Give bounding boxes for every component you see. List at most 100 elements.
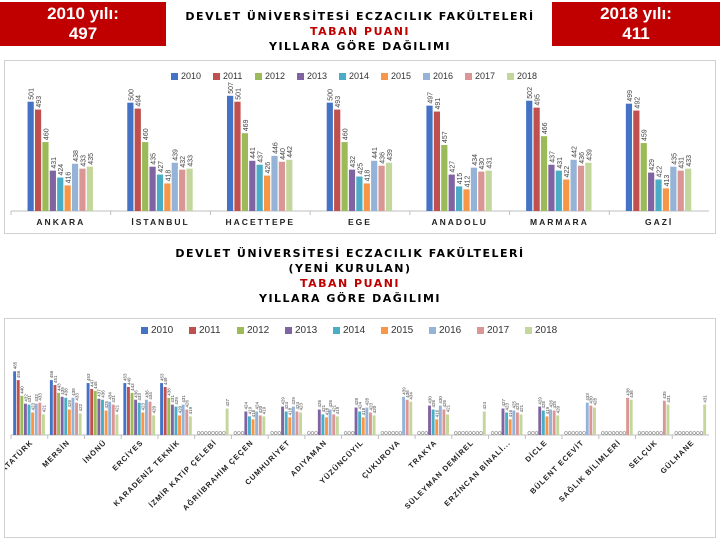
bar-AĞRIİBRAHİM ÇEÇEN-2018	[262, 416, 266, 435]
bar-AĞRIİBRAHİM ÇEÇEN-2017	[258, 415, 262, 435]
data-label: 493	[335, 96, 342, 108]
data-label: 495	[535, 94, 542, 106]
category-label: ANKARA	[36, 217, 85, 227]
data-label: 449	[163, 377, 168, 385]
data-label: 416	[251, 409, 256, 417]
bar-GAZİ-2017	[677, 170, 684, 211]
data-label: 423	[298, 402, 303, 410]
badge-score-value: 411	[622, 24, 650, 43]
bar-EGE-2018	[385, 162, 393, 211]
bar-İZMİR KATİP ÇELEBİ-2018	[225, 408, 229, 435]
data-label: 436	[380, 152, 387, 164]
data-label: 424	[244, 401, 249, 409]
bar-İNÖNÜ-2018	[115, 414, 119, 435]
bar-AĞRIİBRAHİM ÇEÇEN-2014	[247, 416, 251, 435]
data-label: 422	[564, 166, 571, 178]
data-label: 436	[405, 390, 410, 398]
zero-marker-CUMHURİYET-2010	[270, 431, 274, 435]
category-label: DİCLE	[523, 438, 549, 464]
data-label: 465	[12, 361, 17, 369]
bar-ATATÜRK-2018	[41, 414, 45, 435]
chart2-panel: 2010 2011 2012 2013 2014 2015 2016 2017 2018 465 4…	[0, 318, 716, 538]
data-label: 425	[552, 400, 557, 408]
chart2-title3: YILLARA GÖRE DAĞILIMI	[258, 292, 441, 305]
data-label: 426	[442, 400, 447, 408]
data-label: 501	[235, 88, 242, 100]
legend-swatch-2016	[423, 73, 430, 80]
category-label: İNÖNÜ	[81, 438, 108, 465]
legend-swatch-2013	[297, 73, 304, 80]
zero-marker-SÜLEYMAN DEMİREL-2014	[468, 431, 472, 435]
zero-marker-SELÇUK-2011	[641, 431, 645, 435]
data-label: 460	[143, 128, 150, 140]
data-label: 434	[472, 154, 479, 166]
data-label: 415	[457, 173, 464, 185]
bar-ÇUKUROVA-2016	[402, 396, 406, 435]
bar-YÜZÜNCÜYIL-2014	[358, 411, 362, 435]
bar-ADIYAMAN-2013	[317, 409, 321, 435]
legend-label-2015: 2015	[391, 325, 414, 336]
data-label: 434	[148, 392, 153, 400]
data-label: 426	[328, 400, 333, 408]
chart2-svg: 2010 2011 2012 2013 2014 2015 2016 2017 20184654…	[0, 325, 709, 512]
data-label: 431	[666, 395, 671, 403]
bar-GAZİ-2011	[633, 110, 640, 211]
zero-marker-SÜLEYMAN DEMİREL-2011	[457, 431, 462, 435]
chart1-subtitle: TABAN PUANI	[309, 25, 411, 38]
bar-TRAKYA-2014	[431, 409, 435, 435]
bar-CUMHURİYET-2016	[291, 406, 295, 435]
zero-marker-SAĞLIK BİLİMLERİ-2010	[601, 431, 605, 435]
legend-label-2017: 2017	[487, 325, 510, 336]
legend-label-2014: 2014	[349, 71, 369, 81]
bar-MERSİN-2011	[53, 385, 57, 435]
data-label: 434	[409, 392, 414, 400]
bar-ERZİNCAN BİNALİ...-2016	[512, 410, 516, 435]
zero-marker-AĞRIİBRAHİM ÇEÇEN-2011	[237, 431, 241, 435]
data-label: 416	[66, 172, 73, 184]
zero-marker-SÜLEYMAN DEMİREL-2017	[479, 431, 483, 435]
data-label: 422	[78, 403, 83, 411]
zero-marker-ADIYAMAN-2012	[314, 431, 318, 435]
bar-EGE-2013	[348, 169, 356, 211]
chart2-subtitle: TABAN PUANI	[299, 277, 401, 290]
zero-marker-DİCLE-2010	[527, 431, 531, 435]
bar-HACETTEPE-2017	[278, 161, 285, 211]
bar-BÜLENT ECEVİT-2016	[585, 402, 589, 435]
bar-HACETTEPE-2010	[226, 95, 234, 211]
bar-ANADOLU-2012	[441, 145, 448, 211]
zero-marker-SAĞLIK BİLİMLERİ-2015	[619, 431, 623, 435]
bar-KARADENİZ TEKNİK-2016	[181, 404, 185, 435]
bar-GAZİ-2013	[648, 172, 655, 211]
bar-AĞRIİBRAHİM ÇEÇEN-2015	[251, 419, 255, 435]
legend-swatch-2012	[237, 327, 244, 334]
data-label: 419	[262, 406, 267, 414]
data-label: 453	[159, 373, 164, 381]
category-label: MERSİN	[40, 438, 71, 469]
data-label: 421	[519, 404, 524, 412]
bar-MARMARA-2010	[526, 100, 533, 211]
chart1-title2: YILLARA GÖRE DAĞILIMI	[268, 40, 451, 53]
zero-marker-ADIYAMAN-2011	[310, 431, 315, 435]
legend-swatch-2017	[477, 327, 484, 334]
bar-CUMHURİYET-2014	[284, 411, 288, 435]
bar-SÜLEYMAN DEMİREL-2018	[482, 411, 486, 435]
data-label: 469	[243, 119, 250, 131]
bar-İSTANBUL-2015	[164, 183, 171, 211]
data-label: 439	[387, 149, 394, 161]
data-label: 430	[589, 396, 594, 404]
bar-HACETTEPE-2018	[286, 159, 293, 211]
zero-marker-AĞRIİBRAHİM ÇEÇEN-2012	[240, 431, 245, 435]
data-label: 456	[49, 370, 54, 378]
bar-ERZİNCAN BİNALİ...-2017	[515, 412, 519, 435]
data-label: 436	[133, 390, 138, 398]
bar-ATATÜRK-2017	[38, 402, 42, 435]
data-label: 432	[23, 394, 28, 402]
data-label: 421	[115, 404, 120, 412]
bar-GAZİ-2016	[670, 166, 677, 211]
chart1-panel: 2010 2011 2012 2013 2014 2015 2016 2017 2018 501 4…	[4, 60, 716, 234]
zero-marker-DİCLE-2011	[531, 431, 535, 435]
data-label: 427	[450, 161, 457, 173]
bar-ANADOLU-2014	[456, 186, 463, 211]
bar-İSTANBUL-2010	[127, 102, 134, 211]
zero-marker-İZMİR KATİP ÇELEBİ-2017	[222, 431, 226, 435]
